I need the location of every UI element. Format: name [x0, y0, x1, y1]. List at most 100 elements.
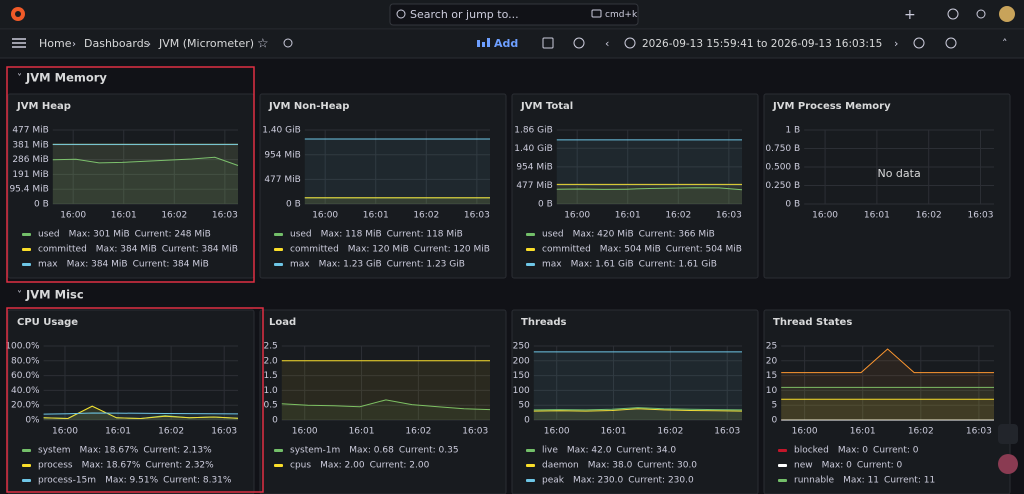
legend-current: Current: 8.31% [163, 476, 232, 486]
legend-name: system-1m [290, 446, 340, 456]
series-fill [52, 157, 238, 204]
news-icon[interactable] [976, 9, 986, 19]
panel-title: JVM Total [520, 101, 573, 112]
x-tick-label: 16:02 [161, 211, 187, 221]
panel-title: CPU Usage [17, 317, 78, 328]
y-tick-label: 0.500 B [765, 163, 800, 173]
series-fill [556, 187, 742, 204]
legend-current: Current: 366 MiB [639, 230, 715, 240]
legend-name: peak [542, 476, 565, 486]
legend-current: Current: 1.61 GiB [639, 260, 717, 270]
breadcrumb-item[interactable]: Home [39, 37, 72, 50]
share-icon[interactable] [283, 38, 293, 48]
x-tick-label: 16:01 [349, 427, 375, 437]
x-tick-label: 16:00 [812, 211, 838, 221]
legend-swatch [526, 233, 535, 236]
y-tick-label: 100 [513, 386, 530, 396]
y-tick-label: 25 [766, 342, 777, 352]
series-line [43, 412, 239, 415]
legend-swatch [274, 464, 283, 467]
add-button[interactable]: Add [494, 37, 518, 50]
refresh-icon[interactable] [945, 37, 957, 49]
legend-name: runnable [794, 476, 835, 486]
legend-swatch [22, 464, 31, 467]
panel [763, 309, 1011, 494]
legend-max: Max: 420 MiB [573, 230, 634, 240]
y-tick-label: 20 [766, 356, 778, 366]
legend-swatch [778, 449, 787, 452]
y-tick-label: 0.250 B [765, 181, 800, 191]
series-fill [52, 144, 238, 204]
legend-name: daemon [542, 461, 579, 471]
legend-current: Current: 118 MiB [387, 230, 463, 240]
legend-swatch [778, 464, 787, 467]
row-title[interactable]: JVM Misc [25, 288, 84, 302]
y-tick-label: 2.5 [263, 342, 277, 352]
x-tick-label: 16:03 [212, 211, 238, 221]
y-tick-label: 200 [513, 356, 530, 366]
time-range[interactable]: 2026-09-13 15:59:41 to 2026-09-13 16:03:… [642, 38, 882, 50]
add-icon [477, 40, 480, 47]
x-tick-label: 16:00 [312, 211, 338, 221]
avatar[interactable] [999, 6, 1015, 22]
settings-icon[interactable] [573, 37, 585, 49]
floating-button[interactable] [998, 454, 1018, 474]
legend-swatch [526, 263, 535, 266]
breadcrumb-item[interactable]: Dashboards [84, 37, 150, 50]
y-tick-label: 95.4 MiB [9, 185, 48, 195]
y-tick-label: 0.5 [263, 401, 277, 411]
search-placeholder: Search or jump to... [410, 8, 519, 21]
x-tick-label: 16:03 [464, 211, 490, 221]
keyboard-icon [591, 9, 602, 18]
series-fill [43, 413, 238, 420]
series-fill [304, 197, 490, 204]
zoom-out-icon[interactable] [913, 37, 925, 49]
collapse-icon[interactable]: ˄ [1002, 37, 1008, 50]
legend-name: committed [542, 245, 591, 255]
help-icon[interactable] [947, 8, 959, 20]
time-forward[interactable]: › [894, 37, 898, 50]
search-box[interactable] [389, 3, 639, 26]
y-tick-label: 20.0% [11, 401, 40, 411]
legend-max: Max: 1.61 GiB [571, 260, 634, 270]
legend-swatch [274, 233, 283, 236]
y-tick-label: 1 B [785, 126, 800, 136]
save-icon[interactable] [542, 37, 554, 49]
series-fill [533, 351, 742, 420]
legend-current: Current: 504 MiB [666, 245, 742, 255]
panel [259, 309, 507, 494]
floating-button[interactable] [998, 424, 1018, 444]
row-chevron[interactable]: ˅ [17, 72, 22, 84]
row-title[interactable]: JVM Memory [25, 71, 107, 85]
x-tick-label: 16:01 [363, 211, 389, 221]
add-icon [487, 38, 490, 47]
x-tick-label: 16:00 [52, 427, 78, 437]
star-icon[interactable]: ☆ [257, 37, 269, 52]
series-fill [556, 184, 742, 204]
legend-max: Max: 118 MiB [321, 230, 382, 240]
panel [259, 93, 507, 279]
new-button[interactable]: + [904, 7, 916, 23]
x-tick-label: 16:02 [916, 211, 942, 221]
panels: JVM Heap 477 MiB 381 MiB 286 MiB 191 MiB 95.4… [5, 93, 1011, 494]
y-tick-label: 191 MiB [12, 170, 48, 180]
row-chevron[interactable]: ˅ [17, 289, 22, 301]
legend-name: committed [38, 245, 87, 255]
y-tick-label: 1.40 GiB [262, 126, 301, 136]
legend-swatch [778, 479, 787, 482]
x-tick-label: 16:01 [105, 427, 131, 437]
menu-icon[interactable] [12, 38, 26, 48]
x-tick-label: 16:01 [615, 211, 641, 221]
y-tick-label: 477 MiB [516, 181, 552, 191]
legend-name: live [542, 446, 558, 456]
y-tick-label: 0 [272, 416, 278, 426]
legend-name: max [542, 260, 562, 270]
time-back[interactable]: ‹ [605, 37, 609, 50]
x-tick-label: 16:03 [211, 427, 237, 437]
y-tick-label: 50 [518, 401, 530, 411]
series-line [43, 405, 239, 420]
legend-swatch [274, 263, 283, 266]
legend-name: used [290, 230, 312, 240]
legend-swatch [22, 233, 31, 236]
